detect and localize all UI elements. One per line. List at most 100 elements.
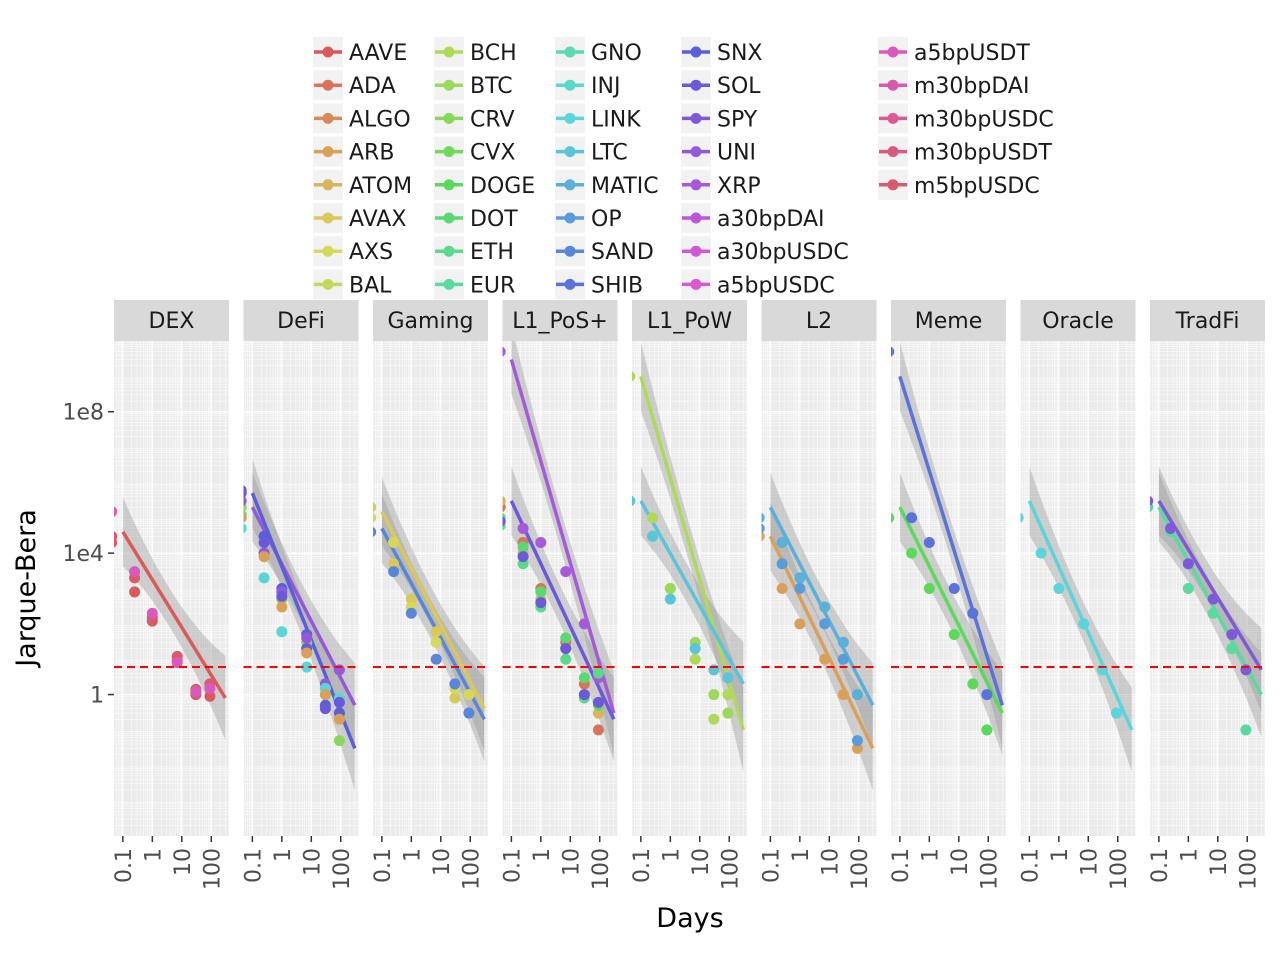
point-SAND xyxy=(373,526,377,537)
panel-content xyxy=(1020,466,1136,773)
legend-label: GNO xyxy=(591,41,642,66)
legend-item: UNI xyxy=(681,136,756,167)
point-XRP xyxy=(502,346,506,357)
legend-label: BAL xyxy=(349,273,392,298)
point-SAND xyxy=(388,566,400,578)
x-tick-label: 10 xyxy=(1077,848,1102,876)
point-BTC xyxy=(722,707,734,719)
point-ETH xyxy=(592,667,604,679)
point-XRP xyxy=(578,618,590,630)
facet-strip-label: DeFi xyxy=(277,309,325,334)
legend-item: CVX xyxy=(434,136,515,167)
point-SOL xyxy=(535,597,547,609)
x-tick-label: 1 xyxy=(1177,848,1202,862)
facet-strip xyxy=(761,300,877,341)
point-SOL xyxy=(592,696,604,708)
point-DOGE xyxy=(891,512,895,523)
legend-label: LINK xyxy=(591,107,641,132)
legend: AAVE ADA ALGO ARB ATOM AVAX AXS BAL BCH BTC CRV CVX… xyxy=(313,37,1054,300)
x-tick-label: 100 xyxy=(459,848,484,890)
point-SHIB xyxy=(981,689,993,701)
legend-label: BCH xyxy=(470,41,517,66)
facet-strip-label: L1_PoW xyxy=(647,309,732,334)
point-SHIB xyxy=(967,607,979,619)
point-AVAX xyxy=(373,502,377,513)
facet-strip-label: Meme xyxy=(915,309,982,334)
point-EUR xyxy=(1226,643,1238,655)
legend-label: ATOM xyxy=(349,174,412,199)
legend-key-point xyxy=(322,179,334,191)
point-OP xyxy=(794,583,806,594)
x-tick-label: 100 xyxy=(718,848,743,890)
point-SAND xyxy=(449,678,461,690)
point-SOL xyxy=(276,590,288,602)
point-AXS xyxy=(388,536,400,548)
facet-strip-label: Oracle xyxy=(1042,309,1114,334)
point-SHIB xyxy=(891,346,895,357)
y-tick-label: 1e4 xyxy=(62,542,104,567)
legend-label: ALGO xyxy=(349,107,411,132)
point-DOT xyxy=(517,541,529,553)
point-ARB xyxy=(794,618,806,630)
point-ARB xyxy=(819,653,831,665)
fit-line-LINK xyxy=(1027,500,1134,731)
point-LINK xyxy=(301,661,313,673)
legend-item: AXS xyxy=(313,236,393,267)
point-SAND xyxy=(430,653,442,665)
legend-key-point xyxy=(887,112,899,124)
point-UNI xyxy=(243,495,247,506)
x-tick-label: 100 xyxy=(1236,848,1261,890)
legend-label: a30bpUSDC xyxy=(717,240,849,265)
point-a5bpUSDT xyxy=(190,686,202,698)
point-LINK xyxy=(1053,583,1065,594)
legend-label: a5bpUSDT xyxy=(914,41,1030,66)
legend-item: LTC xyxy=(555,136,628,167)
legend-label: SOL xyxy=(717,74,761,99)
point-DOGE xyxy=(981,724,993,736)
panel-content xyxy=(243,458,359,791)
x-tick-label: 10 xyxy=(1207,848,1232,876)
legend-label: AAVE xyxy=(349,41,407,66)
legend-item: AVAX xyxy=(313,203,406,233)
x-tick-label: 10 xyxy=(171,848,196,876)
point-BCH xyxy=(708,713,720,725)
legend-item: CRV xyxy=(434,103,515,134)
point-BCH xyxy=(632,371,636,382)
point-SOL xyxy=(560,643,572,655)
fit-line-AAVE xyxy=(121,530,227,699)
point-ATOM xyxy=(502,495,506,506)
point-SAND xyxy=(405,607,417,619)
point-XRP xyxy=(560,566,572,578)
point-BCH xyxy=(689,653,701,665)
y-axis: 1 1e4 1e8 xyxy=(62,401,114,709)
facet-strip xyxy=(373,300,488,341)
point-AAVE xyxy=(129,586,141,598)
point-DOGE xyxy=(923,583,935,594)
x-tick-label: 100 xyxy=(848,848,873,890)
point-LINK xyxy=(276,626,288,638)
x-tick-label: 0.1 xyxy=(500,848,525,883)
legend-key-point xyxy=(322,146,334,158)
x-tick-label: 10 xyxy=(818,848,843,876)
point-SHIB xyxy=(923,536,935,548)
legend-item: DOGE xyxy=(434,169,535,200)
point-SOL xyxy=(319,703,331,715)
facet-strip-label: TradFi xyxy=(1175,309,1240,334)
point-BTC xyxy=(664,583,676,594)
point-SOL xyxy=(502,516,506,527)
legend-item: SHIB xyxy=(555,269,643,300)
facet-strip-label: L2 xyxy=(806,309,832,334)
legend-item: ATOM xyxy=(313,169,412,200)
legend-label: LTC xyxy=(591,141,628,166)
legend-key-point xyxy=(443,278,455,290)
point-LINK xyxy=(258,572,270,584)
legend-item: m5bpUSDC xyxy=(878,169,1040,200)
x-tick-label: 0.1 xyxy=(1148,848,1173,883)
legend-item: SNX xyxy=(681,37,763,67)
legend-key-point xyxy=(564,212,576,224)
point-EUR xyxy=(1240,724,1252,736)
legend-key-point xyxy=(443,79,455,91)
panel-content xyxy=(761,472,877,791)
x-tick-label: 0.1 xyxy=(112,848,137,883)
legend-item: m30bpUSDT xyxy=(878,136,1052,167)
